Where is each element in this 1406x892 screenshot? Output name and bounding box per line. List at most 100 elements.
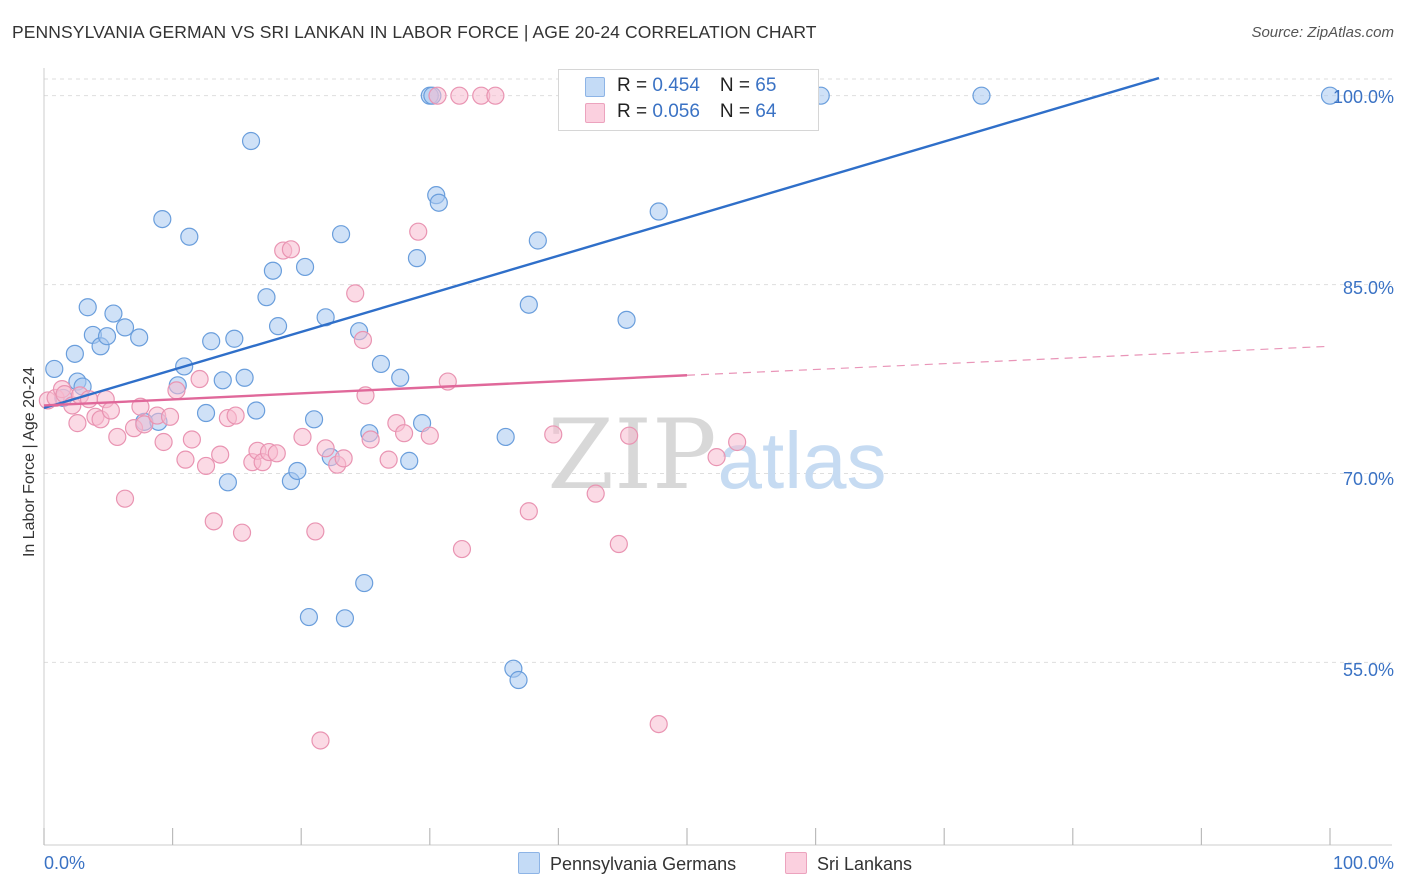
sri-lankan-point — [586, 484, 605, 503]
pennsylvania-german-point — [65, 344, 84, 363]
axes — [43, 68, 1392, 846]
sri-lankan-point — [609, 534, 628, 554]
chart-title: PENNSYLVANIA GERMAN VS SRI LANKAN IN LAB… — [12, 22, 817, 42]
trend-line — [43, 76, 1160, 410]
sri-lankan-point — [420, 426, 439, 445]
pennsylvania-german-point — [429, 193, 448, 212]
sri-lankan-point — [176, 450, 195, 469]
watermark-atlas: atlas — [718, 416, 887, 505]
points — [38, 86, 1340, 750]
sri-lankan-point — [428, 86, 447, 105]
sri-lankan-point — [267, 444, 286, 463]
trend-line-extension — [686, 345, 1331, 376]
sri-lankan-point — [450, 86, 469, 105]
chart-source: Source: ZipAtlas.com — [1251, 24, 1394, 41]
legend-swatch-blue — [518, 852, 540, 874]
legend-swatch-pink — [785, 852, 807, 874]
sri-lankan-point — [108, 427, 127, 447]
sri-lankan-point — [154, 432, 173, 452]
bottom-legend-label: Sri Lankans — [817, 854, 913, 874]
sri-lankan-point — [211, 445, 230, 464]
pennsylvania-german-point — [972, 86, 991, 105]
legend-r-value: 0.454 — [652, 75, 700, 96]
sri-lankan-point — [131, 397, 150, 416]
bottom-legend-item-pennsylvania-germans: Pennsylvania Germans — [518, 852, 736, 875]
pennsylvania-german-point — [225, 329, 244, 348]
sri-lankan-point — [353, 330, 373, 350]
sri-lankan-point — [649, 714, 668, 734]
sri-lankan-point — [232, 523, 252, 542]
watermark: ZIP atlas — [547, 399, 886, 511]
pennsylvania-german-point — [115, 318, 135, 337]
sri-lankan-point — [196, 456, 216, 476]
pennsylvania-german-point — [331, 225, 351, 244]
sri-lankan-point — [182, 430, 201, 449]
sri-lankan-point — [101, 401, 120, 420]
legend-r-label: R = — [617, 101, 653, 122]
pennsylvania-german-point — [196, 403, 216, 423]
sri-lankan-point — [544, 425, 563, 444]
sri-lankan-point — [707, 448, 726, 467]
pennsylvania-german-point — [335, 609, 355, 628]
sri-lankan-point — [68, 414, 87, 433]
sri-lankan-point — [728, 432, 747, 452]
y-tick-label: 100.0% — [1332, 87, 1394, 107]
watermark-zip: ZIP — [547, 399, 716, 511]
legend-n-label: N = — [719, 75, 756, 96]
pennsylvania-german-point — [295, 257, 315, 277]
pennsylvania-german-point — [496, 427, 515, 447]
trend-line — [43, 374, 688, 407]
x-tick-label-max: 100.0% — [1332, 853, 1394, 873]
sri-lankan-point — [135, 415, 154, 434]
sri-lankan-point — [346, 284, 365, 303]
pennsylvania-german-point — [263, 261, 283, 280]
pennsylvania-german-point — [355, 573, 374, 593]
legend-n-value: 65 — [755, 75, 777, 96]
sri-lankan-point — [226, 406, 245, 425]
sri-lankan-point — [452, 539, 472, 559]
pennsylvania-german-point — [130, 328, 149, 347]
sri-lankan-point — [316, 439, 335, 458]
sri-lankan-point — [620, 426, 639, 445]
sri-lankan-point — [160, 407, 180, 426]
y-tick-label: 55.0% — [1342, 660, 1394, 680]
sri-lankan-point — [361, 430, 380, 449]
sri-lankan-point — [311, 731, 330, 750]
legend-swatch-blue — [585, 77, 605, 97]
pennsylvania-german-point — [247, 401, 266, 420]
pennsylvania-german-point — [528, 231, 547, 250]
pennsylvania-german-point — [104, 304, 123, 323]
sri-lankan-point — [281, 240, 301, 259]
pennsylvania-german-point — [257, 288, 276, 307]
y-tick-label: 70.0% — [1342, 469, 1394, 489]
legend-r-value: 0.056 — [652, 101, 700, 122]
trend-lines — [43, 76, 1331, 410]
pennsylvania-german-point — [1320, 86, 1340, 105]
stats-legend: R = 0.454 N = 65 R = 0.056 N = 64 — [558, 69, 819, 131]
sri-lankan-point — [167, 381, 186, 400]
sri-lankan-point — [409, 222, 428, 241]
sri-lankan-point — [519, 502, 538, 521]
bottom-legend-item-sri-lankans: Sri Lankans — [785, 852, 912, 875]
pennsylvania-german-point — [241, 131, 261, 151]
legend-n-label: N = — [719, 101, 756, 122]
sri-lankan-point — [379, 450, 398, 469]
pennsylvania-german-point — [202, 332, 221, 351]
sri-lankan-point — [190, 369, 209, 389]
pennsylvania-german-point — [213, 371, 232, 390]
pennsylvania-german-point — [288, 461, 307, 481]
sri-lankan-point — [293, 427, 312, 447]
sri-lankan-point — [394, 424, 414, 443]
legend-r-label: R = — [617, 75, 653, 96]
x-tick-label-min: 0.0% — [44, 853, 86, 873]
pennsylvania-german-point — [180, 227, 199, 246]
pennsylvania-german-point — [97, 327, 117, 346]
pennsylvania-german-point — [519, 295, 538, 314]
pennsylvania-german-point — [371, 354, 391, 374]
legend-swatch-pink — [585, 103, 605, 123]
pennsylvania-german-point — [78, 298, 97, 317]
pennsylvania-german-point — [391, 368, 410, 387]
pennsylvania-german-point — [268, 317, 288, 336]
pennsylvania-german-point — [407, 249, 427, 268]
legend-n-value: 64 — [755, 101, 777, 122]
